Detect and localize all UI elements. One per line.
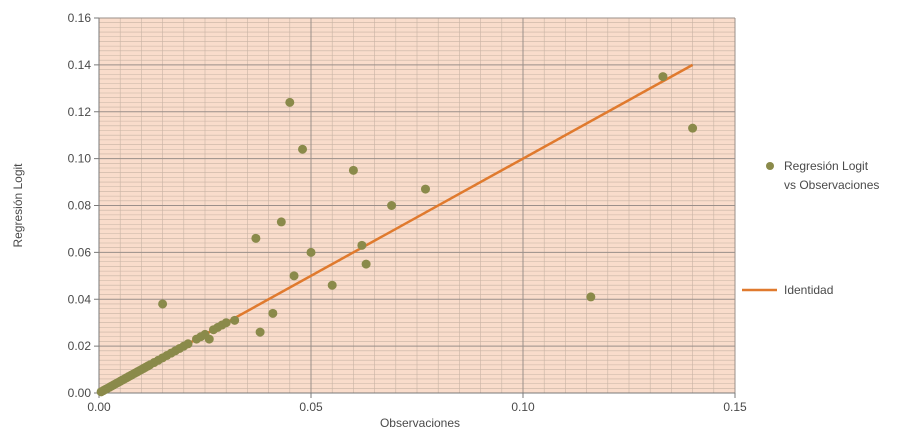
y-tick-label: 0.00 xyxy=(68,386,92,400)
scatter-point xyxy=(285,97,295,107)
scatter-point xyxy=(221,318,231,328)
legend: Regresión Logit vs Observaciones Identid… xyxy=(742,159,879,297)
scatter-point xyxy=(158,299,168,309)
scatter-point xyxy=(420,184,430,194)
y-tick-label: 0.14 xyxy=(68,58,92,72)
y-tick-label: 0.08 xyxy=(68,199,92,213)
y-tick-label: 0.16 xyxy=(68,11,92,25)
y-tick-label: 0.12 xyxy=(68,105,92,119)
y-tick-label: 0.02 xyxy=(68,339,92,353)
scatter-point xyxy=(357,240,367,250)
scatter-point xyxy=(298,144,308,154)
scatter-point xyxy=(255,327,265,337)
legend-marker-scatter xyxy=(766,162,774,170)
legend-label-scatter-line1: Regresión Logit xyxy=(784,159,869,173)
scatter-point xyxy=(289,271,299,281)
y-axis-title: Regresión Logit xyxy=(11,163,25,248)
y-tick-label: 0.10 xyxy=(68,152,92,166)
scatter-point xyxy=(688,123,698,133)
y-tick-label: 0.06 xyxy=(68,245,92,259)
scatter-point xyxy=(586,292,596,302)
scatter-point xyxy=(204,334,214,344)
scatter-series xyxy=(96,72,698,397)
legend-label-identity: Identidad xyxy=(784,283,833,297)
y-axis-ticks: 0.00 0.02 0.04 0.06 0.08 0.10 0.12 0.14 0.16 xyxy=(68,11,99,400)
scatter-point xyxy=(306,247,316,257)
scatter-point xyxy=(658,72,668,82)
x-tick-label: 0.10 xyxy=(511,400,535,414)
legend-label-scatter-line2: vs Observaciones xyxy=(784,178,879,192)
scatter-point xyxy=(387,201,397,210)
x-axis-title: Observaciones xyxy=(380,416,460,430)
scatter-point xyxy=(183,339,193,349)
x-tick-label: 0.05 xyxy=(299,400,323,414)
scatter-point xyxy=(327,280,337,290)
x-tick-label: 0.00 xyxy=(87,400,111,414)
scatter-point xyxy=(348,165,358,175)
scatter-point xyxy=(361,259,371,269)
x-tick-label: 0.15 xyxy=(723,400,747,414)
y-tick-label: 0.04 xyxy=(68,292,92,306)
x-axis-ticks: 0.00 0.05 0.10 0.15 xyxy=(87,393,747,414)
scatter-point xyxy=(230,315,240,325)
scatter-point xyxy=(251,233,261,243)
scatter-point xyxy=(268,308,278,318)
scatter-point xyxy=(276,217,286,227)
